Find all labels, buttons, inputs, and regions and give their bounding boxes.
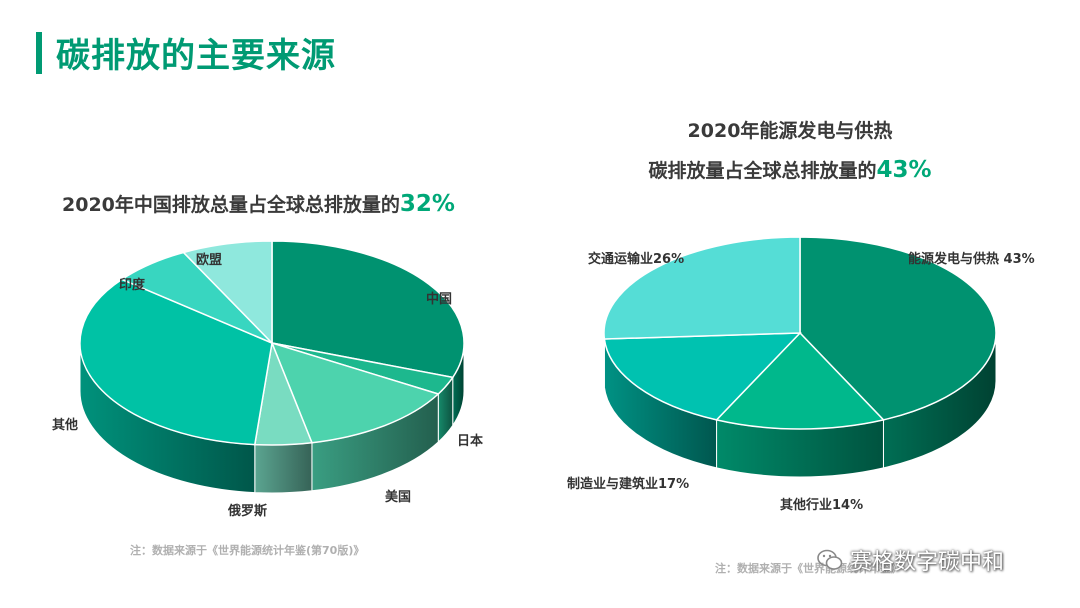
right-pie-label-transport: 交通运输业26%: [588, 252, 685, 267]
pie-slice-其他行业: [715, 331, 885, 430]
pie-slice-美国: [270, 341, 440, 444]
page-title: 碳排放的主要来源: [56, 36, 336, 76]
wechat-icon: [817, 549, 843, 570]
left-pie-label-eu: 欧盟: [196, 253, 223, 268]
pie-slice-其他: [79, 278, 273, 446]
left-pie-label-usa: 美国: [385, 490, 412, 505]
left-chart-title-text: 2020年中国排放总量占全球总排放量的: [62, 194, 400, 216]
left-pie-label-china: 中国: [426, 292, 453, 307]
pie-slice-能源发电与供热: [799, 236, 997, 421]
left-data-source-note: 注：数据来源于《世界能源统计年鉴(第70版)》: [130, 544, 365, 557]
left-pie-chart: [79, 240, 465, 494]
right-pie-label-other-industry: 其他行业14%: [780, 498, 864, 513]
pie-slice-交通运输业: [603, 236, 801, 340]
right-pie-chart: [603, 236, 997, 478]
right-data-source-note: 注：数据来源于《世界能源统计年鉴》: [715, 562, 902, 575]
watermark: 赛格数字碳中和: [816, 545, 1004, 575]
pie-slice-中国: [271, 240, 465, 379]
pie-slice-欧盟: [182, 240, 273, 345]
right-chart-title-text: 碳排放量占全球总排放量的: [648, 160, 877, 182]
left-chart-title-highlight: 32%: [399, 191, 455, 217]
watermark-text: 赛格数字碳中和: [850, 550, 1005, 575]
left-pie-label-india: 印度: [119, 278, 146, 293]
title-accent-bar: [36, 32, 42, 74]
pie-slice-制造业与建筑业: [603, 332, 802, 421]
pie-side-俄罗斯: [254, 442, 313, 494]
left-chart-title: 2020年中国排放总量占全球总排放量的32%: [62, 190, 455, 217]
left-pie-label-japan: 日本: [457, 434, 484, 449]
left-pie-label-russia: 俄罗斯: [228, 504, 268, 519]
right-chart-title-line1: 2020年能源发电与供热: [687, 120, 893, 142]
right-pie-label-manufacturing: 制造业与建筑业17%: [567, 477, 690, 492]
left-pie-label-other: 其他: [52, 418, 79, 433]
right-pie-label-power: 能源发电与供热 43%: [908, 252, 1035, 267]
right-chart-title-line2: 碳排放量占全球总排放量的43%: [580, 156, 1000, 183]
right-chart-title-highlight: 43%: [876, 157, 932, 183]
